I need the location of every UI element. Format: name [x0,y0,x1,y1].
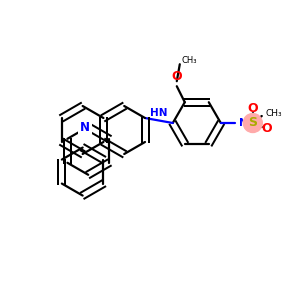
Text: NH: NH [239,118,256,128]
Text: S: S [248,116,257,130]
Text: O: O [172,70,182,83]
Text: CH₃: CH₃ [266,110,282,118]
Text: CH₃: CH₃ [182,56,197,65]
Text: O: O [262,122,272,134]
Text: N: N [80,121,90,134]
Circle shape [243,113,262,133]
Text: O: O [248,101,258,115]
Text: HN: HN [150,109,168,118]
